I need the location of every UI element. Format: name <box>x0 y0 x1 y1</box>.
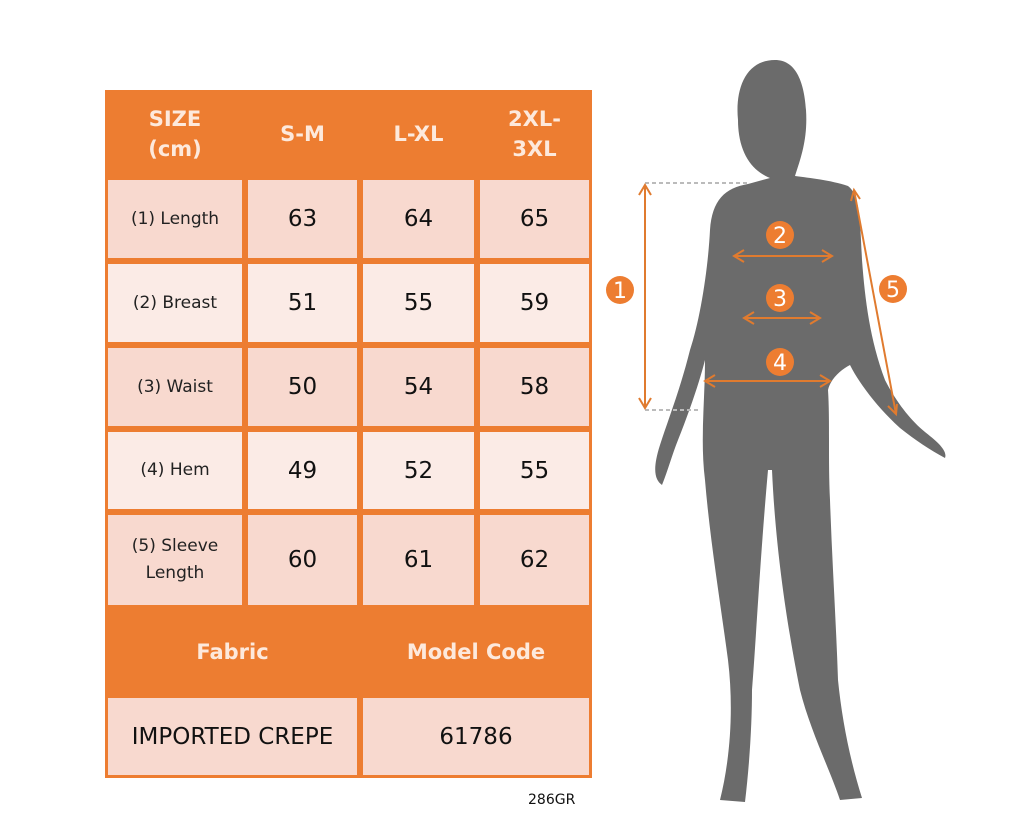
marker-number: 2 <box>773 224 787 249</box>
column-header: L-XL <box>360 90 477 177</box>
size-value-text: 60 <box>287 547 318 573</box>
row-label-text: (1) Length <box>130 208 220 229</box>
marker-number: 1 <box>613 279 627 304</box>
body-silhouette-figure: 1 2 3 4 5 <box>606 60 946 802</box>
size-value: 61 <box>363 515 474 605</box>
model-code-value: 61786 <box>363 698 589 775</box>
size-value: 62 <box>480 515 589 605</box>
fabric-value-text: IMPORTED CREPE <box>131 723 334 750</box>
column-header-text: L-XL <box>393 121 444 146</box>
marker-circle <box>766 284 794 312</box>
size-value: 64 <box>363 180 474 258</box>
size-value-text: 49 <box>287 457 318 484</box>
row-label: (4) Hem <box>108 432 242 509</box>
size-value-text: 54 <box>403 374 434 400</box>
marker-number: 4 <box>773 351 787 376</box>
size-value-text: 59 <box>519 290 550 316</box>
size-value: 58 <box>480 348 589 426</box>
row-label-text: (5) Sleeve Length <box>131 536 219 583</box>
model-code-header-text: Model Code <box>406 639 546 664</box>
size-value-text: 52 <box>403 457 434 484</box>
size-value: 65 <box>480 180 589 258</box>
size-value-text: 51 <box>287 290 318 316</box>
size-value-text: 64 <box>403 206 434 232</box>
marker-circle <box>766 348 794 376</box>
size-value: 59 <box>480 264 589 342</box>
product-code: 286GR <box>528 792 576 808</box>
silhouette <box>655 60 946 802</box>
size-value-text: 55 <box>403 290 434 316</box>
row-label: (2) Breast <box>108 264 242 342</box>
row-label: (5) Sleeve Length <box>108 515 242 605</box>
marker-circle <box>766 221 794 249</box>
size-value: 60 <box>248 515 357 605</box>
size-value-text: 50 <box>287 374 318 400</box>
size-value: 52 <box>363 432 474 509</box>
column-header-text: SIZE (cm) <box>148 106 202 161</box>
size-value: 55 <box>363 264 474 342</box>
marker-circle <box>606 276 634 304</box>
fabric-value: IMPORTED CREPE <box>108 698 357 775</box>
row-label: (3) Waist <box>108 348 242 426</box>
size-value: 55 <box>480 432 589 509</box>
size-value: 49 <box>248 432 357 509</box>
model-code-value-text: 61786 <box>439 723 513 750</box>
column-header: 2XL- 3XL <box>477 90 592 177</box>
size-value: 50 <box>248 348 357 426</box>
size-chart-table: SIZE (cm) S-M L-XL 2XL- 3XL (1) Length 63 64 65… <box>105 90 592 778</box>
row-label-text: (4) Hem <box>140 460 210 480</box>
column-header-text: 2XL- 3XL <box>508 106 561 161</box>
size-value-text: 63 <box>287 206 318 232</box>
size-value-text: 62 <box>519 547 550 573</box>
column-header-text: S-M <box>280 121 325 146</box>
fabric-header-text: Fabric <box>196 639 269 664</box>
column-header: S-M <box>245 90 360 177</box>
measurement-lines <box>638 182 898 417</box>
model-code-header: Model Code <box>360 608 592 695</box>
marker-number: 3 <box>773 287 787 312</box>
row-label-text: (3) Waist <box>137 376 213 397</box>
row-label: (1) Length <box>108 180 242 258</box>
fabric-header: Fabric <box>105 608 360 695</box>
size-value-text: 61 <box>403 547 434 573</box>
row-label-text: (2) Breast <box>132 292 218 313</box>
column-header: SIZE (cm) <box>105 90 245 177</box>
size-value: 54 <box>363 348 474 426</box>
size-value-text: 58 <box>519 374 550 400</box>
size-value: 51 <box>248 264 357 342</box>
marker-circle <box>879 275 907 303</box>
size-value-text: 65 <box>519 206 550 232</box>
size-value: 63 <box>248 180 357 258</box>
marker-number: 5 <box>886 278 900 303</box>
size-value-text: 55 <box>519 457 550 484</box>
